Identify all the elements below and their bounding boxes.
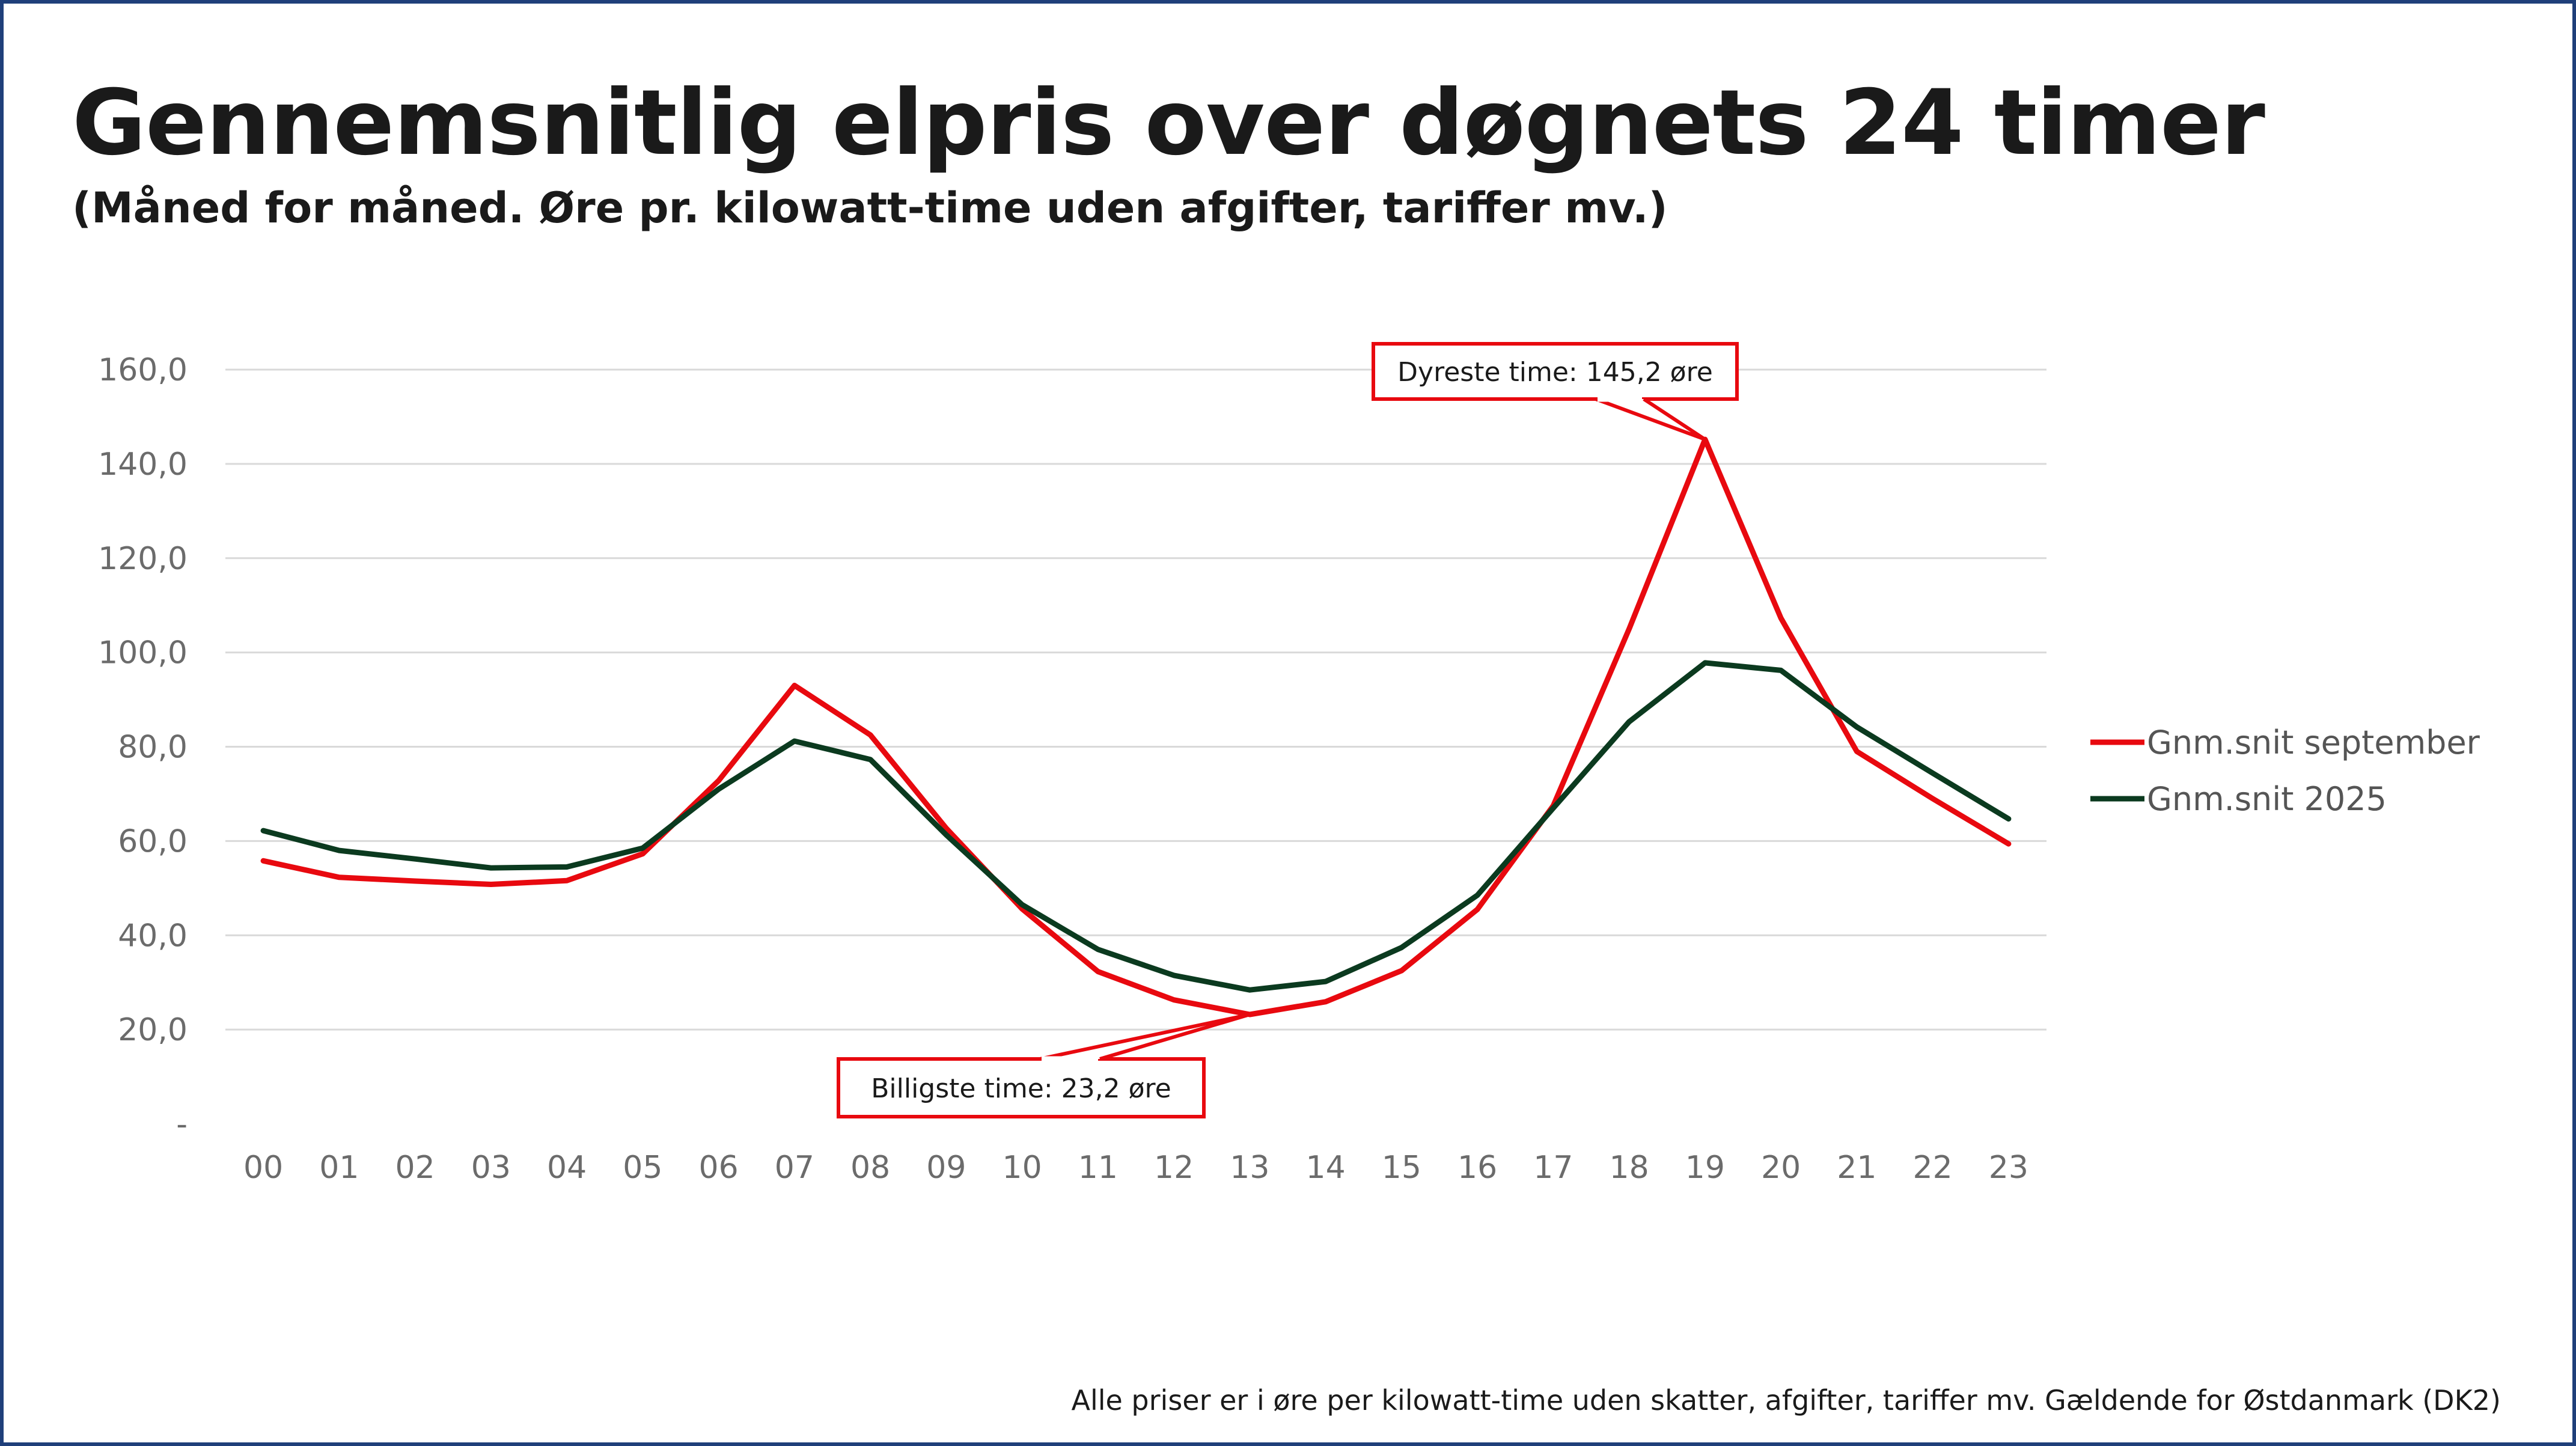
x-tick-label: 17 — [1533, 1150, 1573, 1186]
x-tick-label: 09 — [926, 1150, 966, 1186]
x-tick-label: 14 — [1306, 1150, 1346, 1186]
callout: Dyreste time: 145,2 øre — [1372, 342, 1739, 441]
y-tick-label: - — [176, 1106, 188, 1142]
y-tick-label: 40,0 — [118, 918, 188, 954]
x-tick-label: 02 — [395, 1150, 435, 1186]
x-tick-label: 21 — [1837, 1150, 1876, 1186]
legend: Gnm.snit september Gnm.snit 2025 — [2090, 724, 2480, 818]
x-tick-label: 23 — [1989, 1150, 2028, 1186]
x-tick-label: 11 — [1078, 1150, 1118, 1186]
x-tick-label: 03 — [471, 1150, 511, 1186]
y-tick-label: 80,0 — [118, 730, 188, 766]
y-axis-ticks: - 20,0 40,0 60,0 80,0 100,0 120,0 140,0 160,0 — [98, 352, 188, 1142]
chart-subtitle: (Måned for måned. Øre pr. kilowatt-time … — [72, 183, 1668, 233]
y-tick-label: 20,0 — [118, 1012, 188, 1048]
x-tick-label: 16 — [1457, 1150, 1497, 1186]
y-tick-label: 140,0 — [98, 447, 188, 483]
x-tick-label: 10 — [1003, 1150, 1042, 1186]
x-tick-label: 19 — [1685, 1150, 1725, 1186]
x-tick-label: 22 — [1913, 1150, 1953, 1186]
x-axis-ticks: 00 01 02 03 04 05 06 07 08 09 10 11 12 13 14 15 16 17 18 19… — [243, 1150, 2028, 1186]
x-tick-label: 18 — [1610, 1150, 1649, 1186]
x-tick-label: 15 — [1382, 1150, 1421, 1186]
callout-label: Dyreste time: 145,2 øre — [1397, 357, 1713, 388]
x-tick-label: 13 — [1230, 1150, 1269, 1186]
series-lines — [260, 436, 2012, 1017]
y-tick-label: 160,0 — [98, 352, 188, 388]
x-tick-label: 20 — [1761, 1150, 1801, 1186]
y-tick-label: 120,0 — [98, 541, 188, 577]
callout-label: Billigste time: 23,2 øre — [871, 1073, 1171, 1104]
chart-title: Gennemsnitlig elpris over døgnets 24 tim… — [72, 71, 2265, 175]
series-line-0 — [260, 436, 2012, 1017]
y-tick-label: 100,0 — [98, 635, 188, 671]
legend-label: Gnm.snit september — [2147, 724, 2480, 761]
x-tick-label: 07 — [775, 1150, 814, 1186]
x-tick-label: 01 — [319, 1150, 359, 1186]
annotations: Dyreste time: 145,2 øre Billigste time: 2… — [837, 342, 1739, 1118]
x-tick-label: 12 — [1154, 1150, 1194, 1186]
series-line-1 — [260, 660, 2012, 993]
legend-label: Gnm.snit 2025 — [2147, 780, 2387, 818]
x-tick-label: 00 — [243, 1150, 283, 1186]
y-tick-label: 60,0 — [118, 823, 188, 859]
callout: Billigste time: 23,2 øre — [837, 1013, 1251, 1118]
x-tick-label: 05 — [623, 1150, 662, 1186]
x-tick-label: 04 — [547, 1150, 587, 1186]
footnote: Alle priser er i øre per kilowatt-time u… — [1071, 1384, 2501, 1417]
x-tick-label: 06 — [699, 1150, 739, 1186]
x-tick-label: 08 — [850, 1150, 890, 1186]
gridlines — [225, 368, 2046, 1031]
